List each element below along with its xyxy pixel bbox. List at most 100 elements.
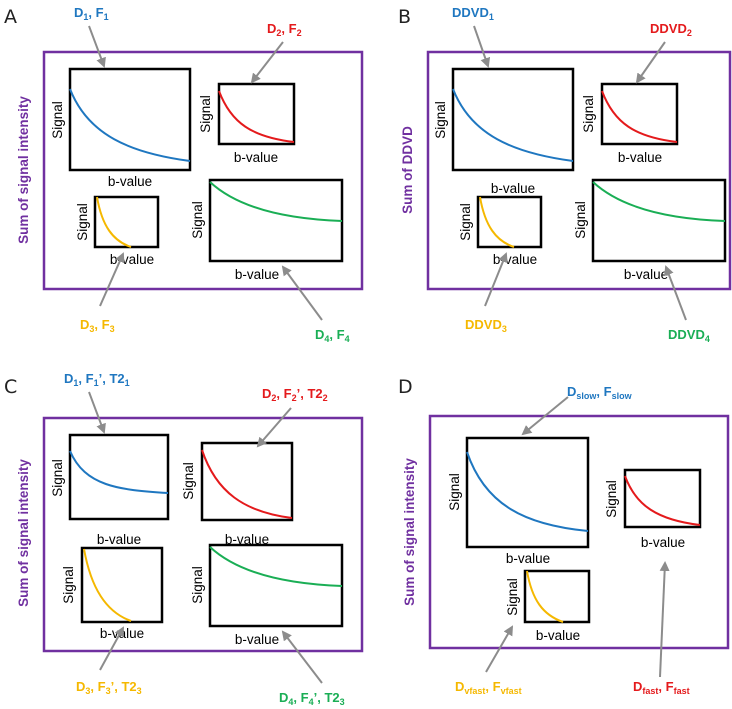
- compartment-label-3: Dvfast, Fvfast: [455, 679, 522, 696]
- bvalue-axis-label: b-value: [491, 181, 535, 196]
- signal-axis-label: Signal: [447, 473, 462, 511]
- bvalue-axis-label: b-value: [493, 252, 537, 267]
- decay-curve-2: [218, 90, 295, 143]
- signal-axis-label: Signal: [581, 95, 596, 133]
- decay-curve-3: [479, 196, 515, 248]
- bvalue-axis-label: b-value: [618, 150, 662, 165]
- decay-curve-3: [96, 196, 132, 248]
- decay-curve-4: [209, 546, 343, 587]
- bvalue-axis-label: b-value: [225, 532, 269, 547]
- pointer-arrow: [484, 252, 508, 307]
- decay-curve-2: [201, 449, 293, 519]
- summary-frame: [42, 416, 364, 653]
- bvalue-axis-label: b-value: [536, 628, 580, 643]
- compartment-label-3: DDVD3: [465, 317, 507, 334]
- panel-letter-b: B: [398, 6, 411, 28]
- compartment-plot-1: [465, 436, 590, 549]
- bvalue-axis-label: b-value: [641, 535, 685, 550]
- panel-letter-d: D: [398, 376, 413, 398]
- decay-curve-2: [624, 475, 701, 526]
- compartment-label-2: D2, F2’, T22: [262, 386, 328, 403]
- compartment-label-3: D3, F3: [80, 317, 115, 334]
- panel-a: A Sum of signal intensity Signal b-value…: [4, 5, 364, 344]
- compartment-label-2: D2, F2: [267, 21, 302, 38]
- compartment-plot-2: [623, 468, 702, 529]
- signal-axis-label: Signal: [50, 459, 65, 497]
- compartment-plot-3: [93, 195, 160, 249]
- decay-curve-1: [69, 450, 169, 494]
- bvalue-axis-label: b-value: [234, 150, 278, 165]
- side-label: Sum of signal intensity: [16, 459, 31, 607]
- bvalue-axis-label: b-value: [624, 267, 668, 282]
- signal-axis-label: Signal: [458, 203, 473, 241]
- bvalue-axis-label: b-value: [110, 252, 154, 267]
- compartment-label-1: D1, F1’, T21: [64, 371, 130, 388]
- pointer-arrow: [659, 561, 670, 678]
- signal-axis-label: Signal: [190, 201, 205, 239]
- bvalue-axis-label: b-value: [506, 551, 550, 566]
- panel-b: B Sum of DDVD Signal b-value Signal b-va…: [398, 5, 732, 344]
- compartment-label-2: DDVD2: [650, 21, 692, 38]
- side-label: Sum of signal intensity: [16, 96, 31, 244]
- panel-d: D Sum of signal intensity Signal b-value…: [398, 376, 730, 696]
- signal-axis-label: Signal: [75, 203, 90, 241]
- compartment-plot-2: [217, 82, 296, 146]
- side-label: Sum of signal intensity: [402, 458, 417, 606]
- bvalue-axis-label: b-value: [235, 632, 279, 647]
- pointer-arrow: [664, 265, 687, 321]
- bvalue-axis-label: b-value: [97, 532, 141, 547]
- compartment-plot-1: [68, 433, 170, 521]
- signal-axis-label: Signal: [50, 101, 65, 139]
- decay-curve-2: [601, 90, 678, 143]
- panel-c: C Sum of signal intensity Signal b-value…: [4, 371, 364, 707]
- summary-frame: [426, 50, 732, 291]
- compartment-label-4: D4, F4’, T23: [279, 690, 345, 707]
- pointer-arrow: [88, 391, 106, 434]
- signal-axis-label: Signal: [61, 566, 76, 604]
- pointer-arrow: [473, 25, 491, 68]
- pointer-arrow: [99, 626, 124, 671]
- pointer-arrow: [485, 625, 514, 673]
- panel-letter-a: A: [4, 6, 17, 28]
- pointer-arrow: [256, 407, 292, 448]
- pointer-arrow: [281, 630, 323, 684]
- compartment-label-4: DDVD4: [668, 327, 710, 344]
- pointer-arrow: [635, 41, 666, 84]
- signal-axis-label: Signal: [573, 201, 588, 239]
- compartment-plot-1: [451, 67, 575, 172]
- compartment-plot-3: [523, 569, 591, 624]
- compartment-plot-1: [68, 67, 192, 172]
- signal-axis-label: Signal: [505, 578, 520, 616]
- decay-curve-3: [526, 570, 564, 623]
- compartment-label-1: Dslow, Fslow: [567, 384, 633, 401]
- compartment-plot-2: [600, 82, 679, 146]
- pointer-arrow: [88, 25, 106, 68]
- pointer-arrow: [99, 252, 125, 307]
- pointer-arrow: [521, 396, 569, 436]
- compartment-plot-3: [80, 546, 164, 624]
- decay-curve-4: [592, 181, 726, 222]
- compartment-label-4: D4, F4: [315, 327, 350, 344]
- signal-axis-label: Signal: [181, 462, 196, 500]
- compartment-label-1: D1, F1: [74, 5, 109, 22]
- summary-frame: [428, 414, 730, 650]
- compartment-label-1: DDVD1: [452, 5, 494, 22]
- compartment-label-2: Dfast, Ffast: [633, 679, 690, 696]
- decay-curve-1: [452, 88, 574, 162]
- signal-axis-label: Signal: [604, 480, 619, 518]
- signal-axis-label: Signal: [190, 566, 205, 604]
- signal-axis-label: Signal: [198, 95, 213, 133]
- pointer-arrow: [281, 265, 323, 321]
- summary-frame: [42, 50, 364, 291]
- decay-curve-4: [209, 181, 343, 222]
- bvalue-axis-label: b-value: [108, 174, 152, 189]
- pointer-arrow: [250, 41, 284, 84]
- compartment-label-3: D3, F3’, T23: [76, 679, 142, 696]
- decay-curve-1: [466, 451, 589, 532]
- panel-letter-c: C: [4, 376, 17, 398]
- compartment-plot-2: [200, 441, 294, 522]
- compartment-plot-3: [476, 195, 543, 249]
- side-label: Sum of DDVD: [400, 126, 415, 214]
- bvalue-axis-label: b-value: [235, 267, 279, 282]
